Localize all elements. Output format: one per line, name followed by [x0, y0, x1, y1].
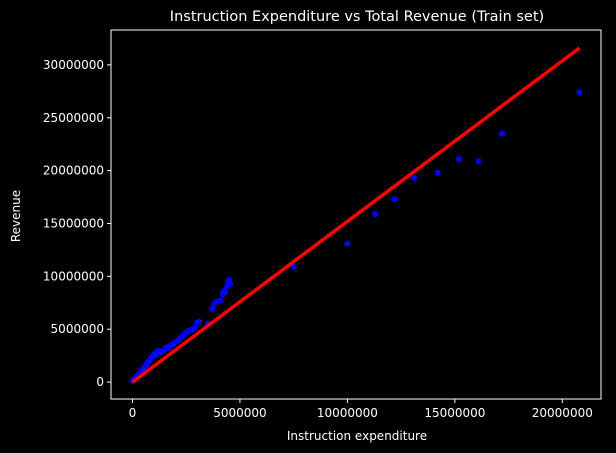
regression-line	[131, 46, 581, 384]
y-tick-label: 10000000	[43, 269, 104, 283]
x-tick-label: 5000000	[213, 406, 266, 420]
y-tick-label: 30000000	[43, 58, 104, 72]
y-tick-label: 5000000	[51, 322, 104, 336]
data-point	[209, 306, 215, 313]
y-axis-label: Revenue	[9, 190, 23, 242]
x-tick-label: 10000000	[317, 406, 378, 420]
data-point	[434, 169, 441, 176]
data-point	[475, 158, 482, 165]
data-point	[290, 263, 297, 270]
data-point	[227, 280, 234, 287]
plot-frame	[110, 29, 602, 400]
x-axis-label: Instruction expenditure	[287, 429, 427, 443]
x-tick-label: 15000000	[424, 406, 485, 420]
data-point	[576, 89, 583, 96]
data-point	[344, 240, 351, 247]
x-tick-label: 0	[129, 406, 137, 420]
y-tick-label: 0	[96, 375, 104, 389]
y-tick-label: 25000000	[43, 111, 104, 125]
y-tick-label: 20000000	[43, 164, 104, 178]
y-axis: 0 5000000 10000000 15000000 20000000 25000000…	[43, 58, 111, 389]
data-point	[196, 318, 203, 325]
data-point	[456, 156, 463, 162]
plot-content	[129, 46, 583, 384]
y-tick-label: 15000000	[43, 216, 104, 230]
data-point	[391, 196, 398, 203]
data-point	[217, 297, 224, 304]
data-point	[411, 175, 417, 181]
data-point	[372, 211, 379, 217]
data-point	[221, 289, 228, 296]
x-tick-label: 20000000	[532, 406, 593, 420]
chart-title: Instruction Expenditure vs Total Revenue…	[170, 9, 544, 25]
x-axis: 0 5000000 10000000 15000000 20000000	[129, 399, 593, 420]
data-point	[499, 130, 506, 137]
